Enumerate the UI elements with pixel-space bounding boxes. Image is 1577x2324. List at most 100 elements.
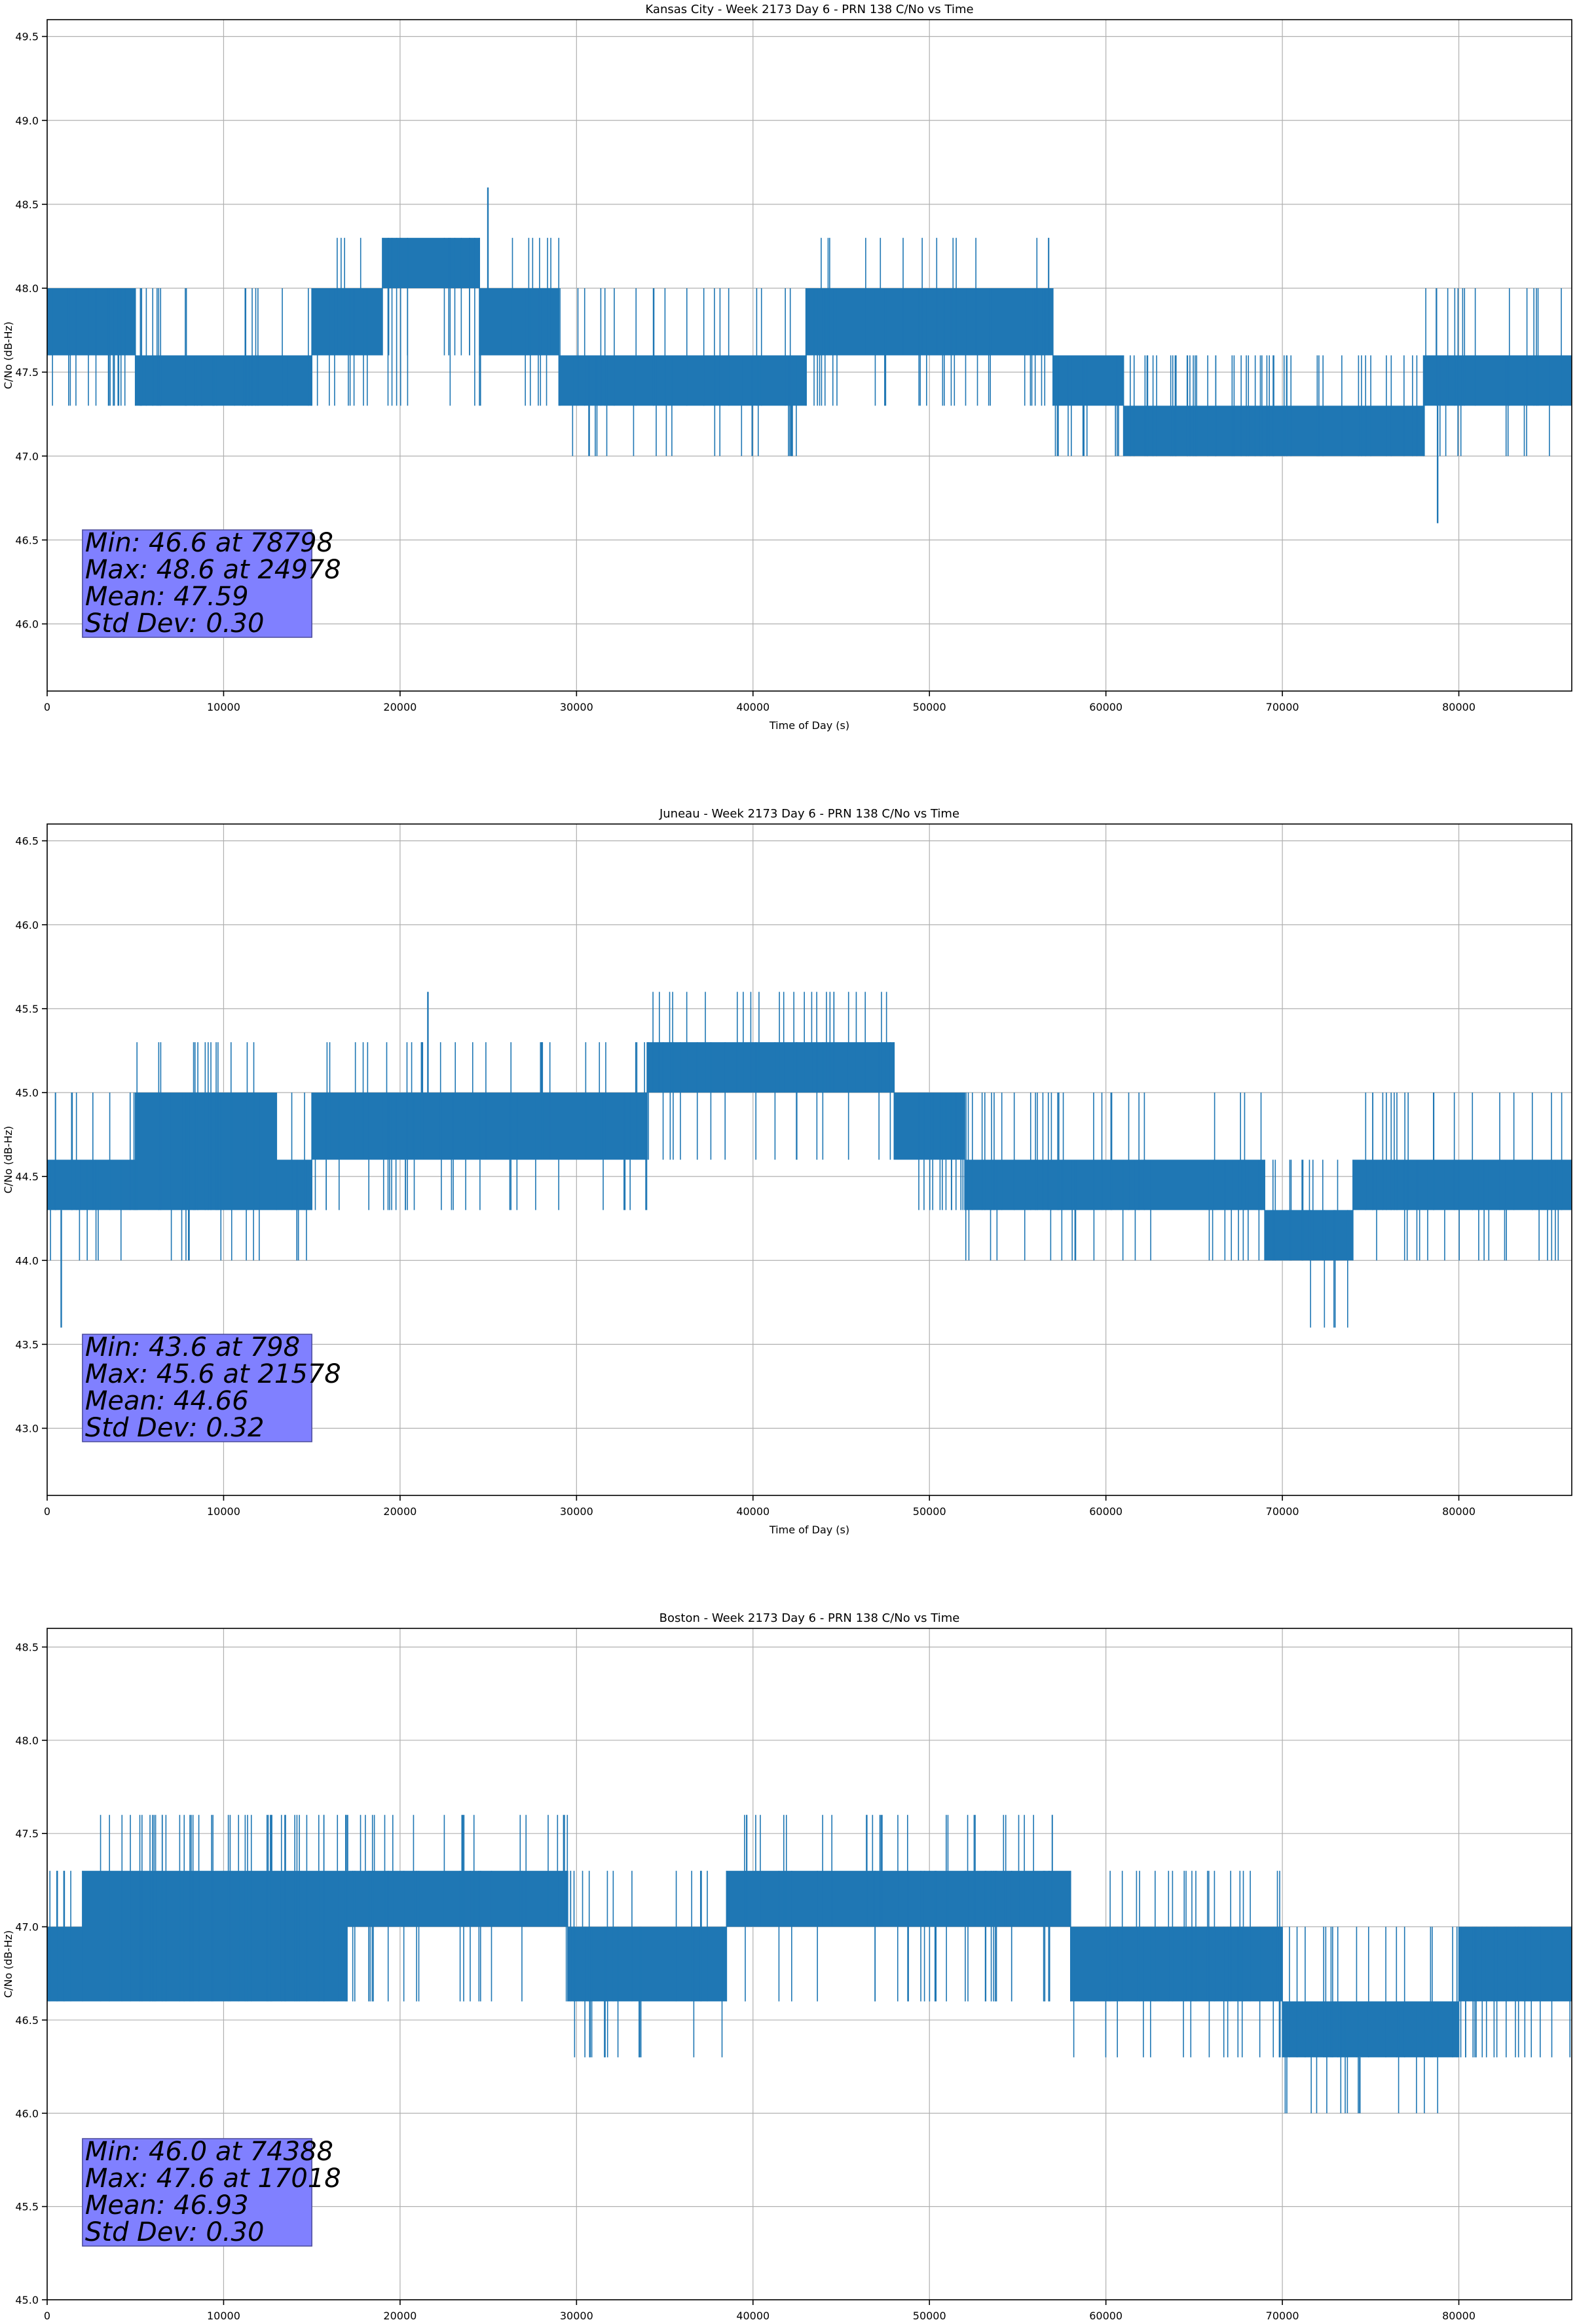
x-tick-label: 10000 bbox=[207, 1505, 240, 1518]
y-tick-label: 46.5 bbox=[15, 534, 39, 546]
y-tick-label: 47.5 bbox=[15, 1827, 39, 1840]
x-axis-label: Time of Day (s) bbox=[769, 1524, 849, 1536]
stats-line: Max: 48.6 at 24978 bbox=[85, 555, 341, 585]
cno-band bbox=[647, 1042, 895, 1093]
stats-box bbox=[82, 2138, 312, 2247]
x-tick-label: 50000 bbox=[913, 2310, 946, 2322]
x-tick-label: 30000 bbox=[560, 2310, 593, 2322]
tick-marks bbox=[42, 1646, 1460, 2305]
y-tick-label: 43.0 bbox=[15, 1423, 39, 1435]
cno-band bbox=[806, 288, 1053, 356]
y-tick-label: 43.5 bbox=[15, 1338, 39, 1351]
y-tick-label: 46.0 bbox=[15, 2107, 39, 2120]
cno-band bbox=[135, 1093, 277, 1210]
x-tick-label: 20000 bbox=[383, 701, 417, 713]
cno-band bbox=[347, 1871, 568, 1927]
x-tick-label: 0 bbox=[44, 701, 50, 713]
y-axis-label: C/No (dB-Hz) bbox=[2, 1930, 14, 1998]
cno-band bbox=[382, 238, 480, 288]
cno-band bbox=[1265, 1210, 1353, 1261]
y-tick-label: 44.0 bbox=[15, 1254, 39, 1267]
y-tick-label: 45.5 bbox=[15, 1003, 39, 1015]
cno-band bbox=[47, 288, 136, 356]
chart-title: Kansas City - Week 2173 Day 6 - PRN 138 … bbox=[645, 3, 973, 16]
stats-line: Max: 47.6 at 17018 bbox=[85, 2164, 341, 2194]
stats-line: Min: 46.6 at 78798 bbox=[85, 528, 333, 558]
y-tick-label: 45.5 bbox=[15, 2201, 39, 2213]
y-axis-label: C/No (dB-Hz) bbox=[2, 322, 14, 389]
x-tick-label: 80000 bbox=[1442, 2310, 1475, 2322]
y-tick-label: 47.0 bbox=[15, 450, 39, 462]
stats-line: Std Dev: 0.30 bbox=[85, 2217, 265, 2247]
y-tick-label: 47.5 bbox=[15, 366, 39, 379]
x-axis-label: Time of Day (s) bbox=[769, 719, 849, 732]
tick-marks bbox=[42, 840, 1460, 1501]
x-tick-label: 50000 bbox=[913, 701, 946, 713]
y-tick-label: 48.5 bbox=[15, 1641, 39, 1653]
stats-line: Min: 43.6 at 798 bbox=[85, 1332, 300, 1362]
stats-line: Min: 46.0 at 74388 bbox=[85, 2137, 333, 2167]
x-tick-label: 40000 bbox=[736, 2310, 770, 2322]
x-tick-label: 70000 bbox=[1266, 701, 1299, 713]
x-tick-label: 30000 bbox=[560, 1505, 593, 1518]
data-series bbox=[47, 187, 1572, 523]
x-tick-label: 10000 bbox=[207, 701, 240, 713]
cno-band bbox=[1052, 355, 1124, 406]
plot-frame bbox=[46, 1628, 1572, 2300]
cno-band bbox=[135, 355, 312, 406]
y-tick-label: 46.0 bbox=[15, 618, 39, 631]
tick-marks bbox=[42, 35, 1460, 696]
cno-band bbox=[559, 355, 806, 406]
y-tick-label: 45.0 bbox=[15, 2294, 39, 2306]
x-tick-label: 0 bbox=[44, 2310, 50, 2322]
data-series bbox=[47, 992, 1572, 1328]
cno-band bbox=[1282, 2001, 1459, 2057]
y-tick-label: 46.5 bbox=[15, 2014, 39, 2027]
x-tick-label: 20000 bbox=[383, 1505, 417, 1518]
stats-box bbox=[82, 529, 312, 638]
x-tick-label: 40000 bbox=[736, 1505, 770, 1518]
x-tick-label: 0 bbox=[44, 1505, 50, 1518]
stats-line: Mean: 46.93 bbox=[85, 2190, 249, 2221]
x-tick-label: 80000 bbox=[1442, 1505, 1475, 1518]
data-series bbox=[47, 1814, 1572, 2114]
stats-line: Std Dev: 0.32 bbox=[85, 1413, 265, 1443]
y-tick-label: 49.0 bbox=[15, 115, 39, 127]
x-tick-label: 30000 bbox=[560, 701, 593, 713]
cno-band bbox=[47, 1159, 136, 1210]
cno-band bbox=[1352, 1159, 1572, 1210]
x-tick-label: 50000 bbox=[913, 1505, 946, 1518]
stats-box bbox=[82, 1334, 312, 1442]
x-tick-label: 20000 bbox=[383, 2310, 417, 2322]
y-tick-label: 46.0 bbox=[15, 919, 39, 931]
y-tick-label: 44.5 bbox=[15, 1171, 39, 1183]
stats-line: Mean: 44.66 bbox=[85, 1386, 249, 1416]
cno-band bbox=[82, 1871, 348, 2002]
cno-band bbox=[965, 1159, 1265, 1210]
y-axis-label: C/No (dB-Hz) bbox=[2, 1126, 14, 1193]
stats-line: Std Dev: 0.30 bbox=[85, 609, 265, 639]
chart-title: Juneau - Week 2173 Day 6 - PRN 138 C/No … bbox=[659, 807, 959, 821]
x-tick-label: 80000 bbox=[1442, 701, 1475, 713]
stats-line: Max: 45.6 at 21578 bbox=[85, 1359, 341, 1389]
x-tick-label: 60000 bbox=[1089, 701, 1122, 713]
chart-title: Boston - Week 2173 Day 6 - PRN 138 C/No … bbox=[659, 1611, 960, 1625]
x-tick-label: 60000 bbox=[1089, 2310, 1122, 2322]
y-tick-label: 49.5 bbox=[15, 31, 39, 43]
x-tick-label: 70000 bbox=[1266, 2310, 1299, 2322]
y-tick-label: 48.0 bbox=[15, 1734, 39, 1747]
x-tick-label: 40000 bbox=[736, 701, 770, 713]
y-tick-label: 48.5 bbox=[15, 198, 39, 211]
cno-band bbox=[312, 288, 382, 356]
plot-frame bbox=[46, 823, 1572, 1496]
y-tick-label: 46.5 bbox=[15, 835, 39, 848]
x-tick-label: 10000 bbox=[207, 2310, 240, 2322]
y-tick-label: 48.0 bbox=[15, 282, 39, 295]
y-tick-label: 47.0 bbox=[15, 1921, 39, 1934]
x-tick-label: 60000 bbox=[1089, 1505, 1122, 1518]
cno-band bbox=[479, 288, 559, 356]
